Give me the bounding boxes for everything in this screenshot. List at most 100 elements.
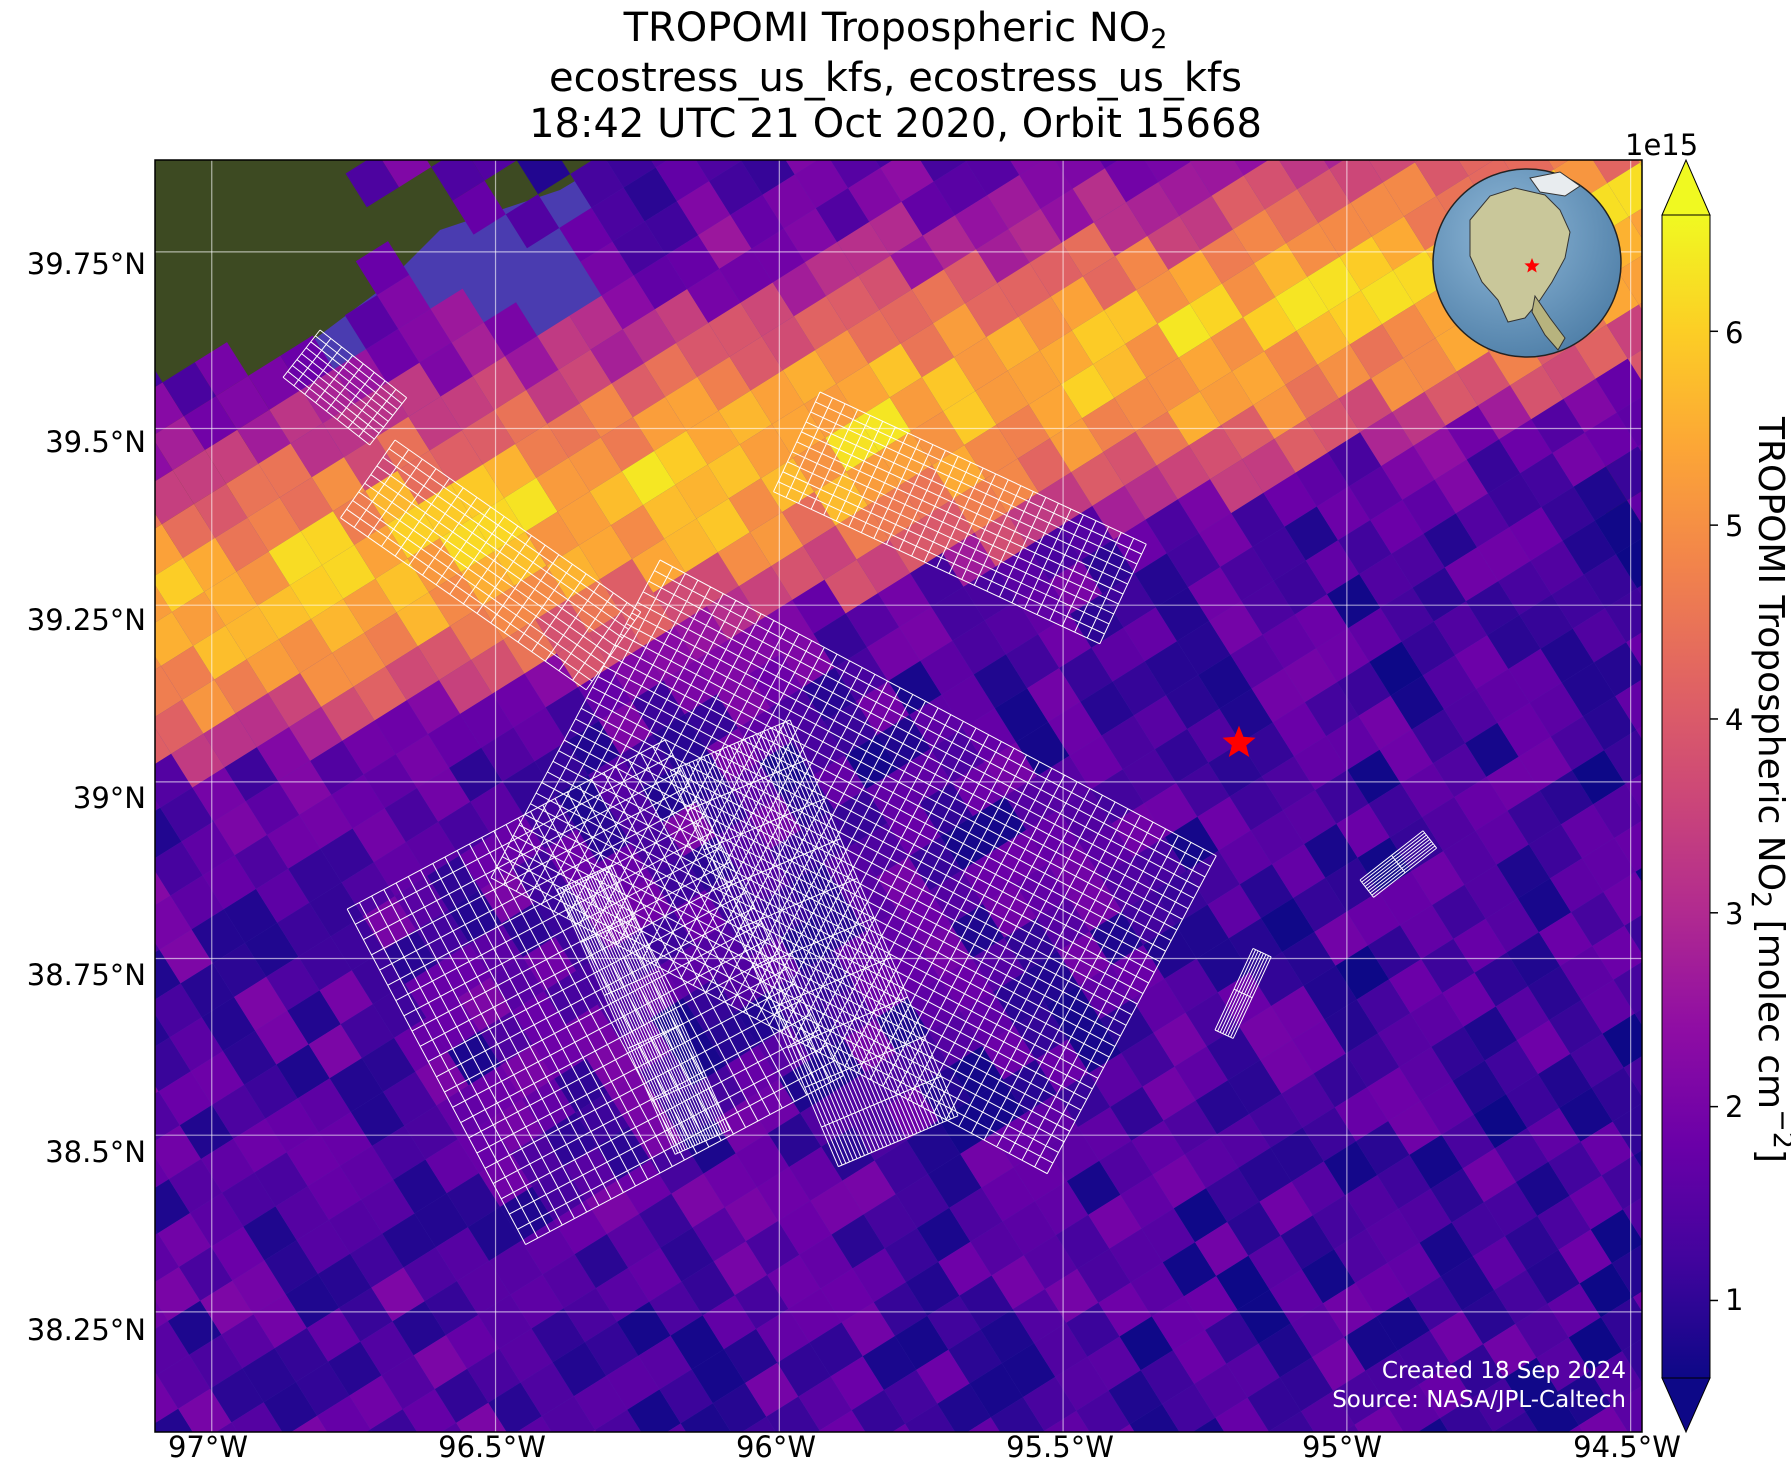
- no2-cell: [595, 1409, 642, 1432]
- no2-cell: [1243, 297, 1297, 352]
- no2-cell: [836, 363, 890, 418]
- no2-cell: [1622, 1197, 1642, 1240]
- no2-cell: [1192, 1417, 1225, 1432]
- no2-cell: [1166, 675, 1220, 729]
- no2-cell: [1082, 398, 1136, 452]
- no2-cell: [1625, 773, 1642, 811]
- no2-cell: [331, 774, 385, 829]
- no2-cell: [628, 1247, 682, 1302]
- no2-cell: [1023, 1235, 1078, 1290]
- no2-cell: [500, 1186, 554, 1241]
- no2-cell: [234, 835, 289, 889]
- no2-cell: [649, 1281, 703, 1336]
- no2-cell: [1229, 776, 1283, 831]
- no2-cell: [965, 283, 1019, 337]
- no2-cell: [1624, 914, 1642, 954]
- no2-cell: [875, 160, 893, 168]
- no2-cell: [488, 1382, 542, 1432]
- colorbar-tick-label: 6: [1725, 316, 1744, 350]
- no2-cell: [1199, 371, 1254, 426]
- no2-cell: [1520, 453, 1574, 507]
- no2-cell: [866, 627, 921, 682]
- no2-cell: [505, 194, 560, 249]
- no2-cell: [394, 875, 449, 930]
- no2-cell: [194, 342, 249, 397]
- no2-cell: [1316, 628, 1370, 683]
- no2-cell: [1206, 1026, 1261, 1081]
- colorbar-tick-label: 1: [1725, 1283, 1744, 1317]
- no2-cell: [1348, 607, 1402, 662]
- no2-cell: [299, 794, 353, 849]
- no2-cell: [1493, 1431, 1494, 1432]
- no2-cell: [224, 747, 278, 802]
- no2-cell: [1176, 762, 1230, 817]
- colorbar-label: TROPOMI Tropospheric NO2 [molec cm−2]: [1745, 417, 1791, 1163]
- no2-cell: [1419, 1222, 1473, 1277]
- no2-cell: [1294, 736, 1348, 791]
- no2-cell: [1209, 600, 1263, 655]
- no2-cell: [651, 160, 668, 168]
- no2-cell: [354, 524, 408, 579]
- no2-cell: [1239, 864, 1294, 919]
- no2-cell: [655, 160, 710, 202]
- no2-cell: [976, 229, 1030, 283]
- no2-cell: [1197, 796, 1251, 851]
- no2-cell: [952, 620, 1006, 675]
- no2-cell: [627, 1389, 681, 1432]
- no2-cell: [192, 767, 246, 822]
- no2-cell: [204, 571, 258, 626]
- no2-cell: [1329, 160, 1383, 203]
- no2-cell: [362, 896, 417, 951]
- no2-cell: [492, 673, 546, 728]
- no2-cell: [617, 1160, 672, 1214]
- no2-cell: [1506, 932, 1561, 987]
- no2-cell: [402, 1389, 457, 1432]
- no2-cell: [428, 713, 482, 768]
- no2-cell: [311, 457, 366, 512]
- no2-cell: [1614, 820, 1642, 872]
- no2-cell: [499, 1470, 552, 1483]
- no2-cell: [1210, 459, 1264, 514]
- no2-cell: [155, 1228, 158, 1235]
- no2-cell: [248, 355, 302, 410]
- no2-cell: [736, 991, 790, 1046]
- no2-cell: [1442, 972, 1496, 1027]
- no2-cell: [1116, 94, 1169, 148]
- no2-cell: [1380, 587, 1434, 642]
- no2-cell: [1495, 986, 1550, 1041]
- no2-cell: [1238, 1147, 1292, 1202]
- no2-cell: [1371, 358, 1425, 413]
- no2-cell: [155, 699, 204, 754]
- no2-cell: [200, 1280, 254, 1335]
- no2-cell: [1122, 891, 1176, 945]
- no2-cell: [1604, 730, 1642, 784]
- no2-cell: [752, 87, 805, 141]
- ecostress-footprint-grid: [282, 329, 1437, 1245]
- no2-cell: [1484, 1040, 1539, 1095]
- no2-cell: [570, 160, 624, 208]
- no2-cell: [1616, 538, 1642, 589]
- no2-cell: [995, 546, 1050, 601]
- no2-cell: [659, 1369, 713, 1424]
- no2-cell: [1451, 1202, 1506, 1257]
- no2-cell: [1147, 215, 1201, 270]
- no2-cell: [1417, 1418, 1449, 1432]
- no2-cell: [761, 316, 816, 371]
- no2-cell: [160, 787, 214, 842]
- no2-cell: [1151, 1296, 1206, 1351]
- no2-cell: [1600, 1297, 1642, 1352]
- no2-cell: [1100, 999, 1154, 1053]
- no2-cell: [899, 606, 953, 661]
- no2-cell: [1003, 1059, 1057, 1114]
- no2-cell: [297, 1078, 351, 1133]
- no2-cell: [1275, 276, 1329, 331]
- no2-cell: [233, 1118, 287, 1173]
- no2-cell: [393, 1159, 447, 1214]
- no2-cell: [155, 1125, 201, 1180]
- no2-cell: [1316, 486, 1371, 541]
- no2-cell: [386, 504, 440, 559]
- no2-cell: [660, 1227, 714, 1282]
- no2-cell: [1472, 1377, 1526, 1432]
- no2-cell: [1476, 669, 1530, 723]
- no2-cell: [317, 1395, 371, 1432]
